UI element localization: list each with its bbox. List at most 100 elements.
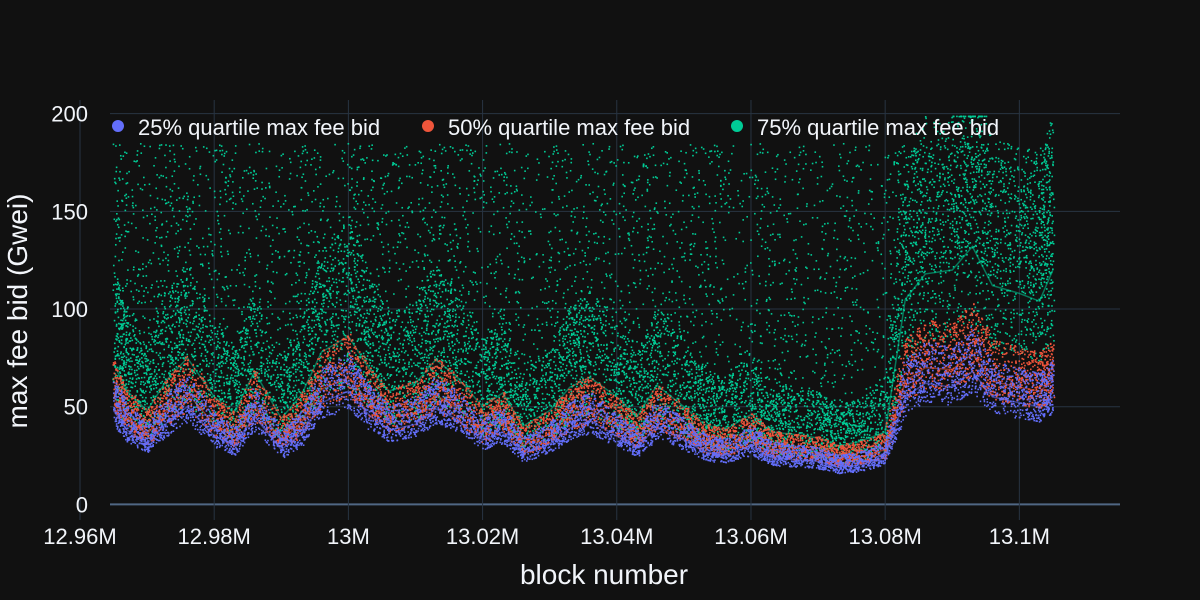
- data-point: [451, 381, 454, 384]
- data-point: [469, 315, 472, 317]
- data-point: [391, 385, 394, 387]
- data-point: [156, 209, 158, 211]
- data-point: [486, 398, 489, 401]
- data-point: [393, 352, 395, 355]
- data-point: [177, 301, 179, 303]
- data-point: [440, 354, 442, 357]
- data-point: [312, 292, 315, 295]
- data-point: [275, 361, 278, 363]
- data-point: [384, 358, 386, 361]
- data-point: [165, 257, 167, 260]
- data-point: [248, 365, 251, 368]
- data-point: [118, 144, 121, 146]
- data-point: [339, 381, 342, 384]
- data-point: [385, 320, 388, 323]
- data-point: [221, 333, 224, 336]
- data-point: [318, 277, 321, 280]
- data-point: [221, 397, 224, 400]
- data-point: [466, 352, 469, 355]
- data-point: [484, 301, 486, 304]
- data-point: [375, 367, 378, 370]
- data-point: [314, 198, 317, 201]
- data-point: [405, 326, 407, 329]
- data-point: [231, 402, 234, 405]
- data-point: [204, 325, 207, 328]
- data-point: [193, 371, 195, 373]
- data-point: [113, 218, 116, 221]
- data-point: [494, 377, 497, 380]
- data-point: [312, 405, 315, 407]
- data-point: [250, 171, 252, 174]
- data-point: [150, 415, 153, 418]
- data-point: [456, 371, 459, 374]
- data-point: [304, 365, 307, 368]
- data-point: [352, 254, 355, 256]
- data-point: [382, 337, 385, 339]
- data-point: [426, 254, 429, 256]
- data-point: [236, 380, 238, 382]
- data-point: [314, 286, 316, 288]
- data-point: [241, 345, 244, 347]
- data-point: [458, 399, 460, 402]
- data-point: [118, 328, 121, 331]
- data-point: [169, 327, 171, 330]
- data-point: [476, 183, 478, 186]
- data-point: [283, 369, 286, 371]
- data-point: [423, 217, 425, 220]
- data-point: [369, 362, 372, 364]
- data-point: [258, 301, 261, 304]
- data-point: [172, 207, 174, 210]
- data-point: [118, 293, 120, 295]
- data-point: [406, 334, 409, 336]
- data-point: [197, 326, 199, 328]
- data-point: [428, 202, 431, 204]
- data-point: [308, 231, 310, 234]
- data-point: [144, 360, 147, 363]
- data-point: [163, 356, 166, 359]
- data-point: [124, 194, 126, 197]
- data-point: [447, 365, 449, 367]
- data-point: [432, 308, 435, 311]
- data-point: [460, 300, 463, 303]
- data-point: [141, 188, 144, 191]
- data-point: [167, 317, 169, 319]
- data-point: [259, 206, 262, 208]
- data-point: [282, 310, 285, 313]
- data-point: [452, 384, 455, 387]
- data-point: [243, 347, 245, 349]
- data-point: [182, 267, 185, 269]
- data-point: [407, 332, 410, 335]
- data-point: [132, 202, 134, 204]
- data-point: [168, 145, 171, 147]
- data-point: [206, 373, 209, 375]
- data-point: [192, 300, 194, 303]
- data-point: [411, 324, 413, 327]
- data-point: [112, 289, 115, 292]
- data-point: [270, 336, 272, 339]
- data-point: [353, 194, 356, 196]
- data-point: [382, 184, 385, 186]
- data-point: [162, 362, 165, 364]
- data-point: [438, 225, 441, 228]
- data-point: [286, 416, 289, 419]
- data-point: [346, 354, 349, 357]
- data-point: [450, 331, 453, 334]
- data-point: [150, 397, 152, 399]
- data-point: [159, 398, 161, 401]
- data-point: [416, 364, 418, 367]
- data-point: [322, 250, 324, 252]
- data-point: [246, 336, 248, 339]
- data-point: [215, 380, 218, 383]
- data-point: [150, 262, 153, 265]
- data-point: [405, 330, 408, 333]
- data-point: [159, 414, 161, 416]
- data-point: [162, 259, 164, 262]
- data-point: [146, 350, 149, 353]
- data-point: [349, 232, 352, 234]
- data-point: [449, 314, 451, 317]
- data-point: [125, 339, 128, 341]
- data-point: [213, 356, 215, 358]
- data-point: [350, 282, 353, 285]
- data-point: [357, 366, 360, 368]
- data-point: [247, 378, 249, 380]
